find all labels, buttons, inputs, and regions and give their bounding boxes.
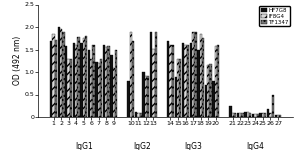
Bar [147,76,149,117]
Bar [215,46,217,117]
Bar [67,58,70,117]
Text: IgG2: IgG2 [133,142,151,150]
Bar [202,38,204,117]
Bar [130,32,132,117]
Bar [145,76,147,117]
Bar [80,43,83,117]
Bar [182,43,184,117]
Bar [75,45,77,117]
Bar [90,58,92,117]
Bar [155,32,157,117]
Bar [175,76,177,117]
Bar [132,40,134,117]
Bar [229,106,231,117]
Bar [190,43,192,117]
Text: IgG3: IgG3 [184,142,202,150]
Bar [247,112,249,117]
Bar [92,45,95,117]
Bar [107,46,110,117]
Bar [52,34,55,117]
Bar [244,112,247,117]
Bar [264,113,266,117]
Bar [70,59,72,117]
Bar [85,36,87,117]
Bar [100,58,102,117]
Bar [267,109,269,117]
Text: IgG1: IgG1 [75,142,93,150]
Bar [98,63,100,117]
Bar [272,94,274,117]
Bar [262,113,264,117]
Bar [73,43,75,117]
Bar [110,55,113,117]
Legend: HF7G8, IF8G4, TF1347: HF7G8, IF8G4, TF1347 [259,6,290,26]
Text: IgG4: IgG4 [247,142,264,150]
Bar [194,32,197,117]
Bar [275,115,277,117]
Bar [88,50,90,117]
Bar [254,114,257,117]
Bar [172,45,174,117]
Bar [249,112,251,117]
Bar [58,27,60,117]
Bar [179,59,181,117]
Bar [187,45,189,117]
Bar [231,112,234,117]
Bar [115,50,117,117]
Bar [269,113,272,117]
Bar [237,113,239,117]
Bar [260,113,262,117]
Bar [103,45,105,117]
Bar [50,40,52,117]
Bar [150,32,152,117]
Bar [55,40,57,117]
Bar [65,46,67,117]
Bar [205,85,207,117]
Bar [137,112,139,117]
Bar [192,32,194,117]
Bar [242,113,244,117]
Bar [184,45,187,117]
Bar [212,81,215,117]
Bar [169,45,172,117]
Bar [257,114,259,117]
Bar [239,113,242,117]
Bar [135,112,137,117]
Bar [217,45,219,117]
Bar [197,50,200,117]
Bar [207,65,209,117]
Bar [142,72,145,117]
Bar [60,29,62,117]
Bar [200,34,202,117]
Bar [139,112,142,117]
Bar [83,38,85,117]
Bar [252,114,254,117]
Bar [127,81,130,117]
Bar [105,47,107,117]
Bar [152,49,155,117]
Bar [279,115,281,117]
Bar [209,64,212,117]
Bar [77,37,80,117]
Bar [62,32,65,117]
Bar [113,68,115,117]
Y-axis label: OD (492 nm): OD (492 nm) [13,36,22,85]
Bar [177,59,179,117]
Bar [277,115,279,117]
Bar [167,41,169,117]
Bar [95,62,98,117]
Bar [234,112,236,117]
